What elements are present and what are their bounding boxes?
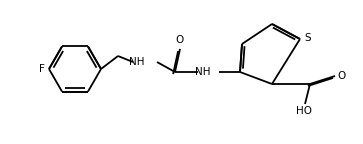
Text: O: O (337, 71, 345, 81)
Text: NH: NH (195, 67, 210, 77)
Text: NH: NH (130, 57, 145, 67)
Text: F: F (39, 64, 45, 74)
Text: S: S (304, 33, 311, 43)
Text: HO: HO (296, 106, 312, 116)
Text: O: O (176, 35, 184, 45)
